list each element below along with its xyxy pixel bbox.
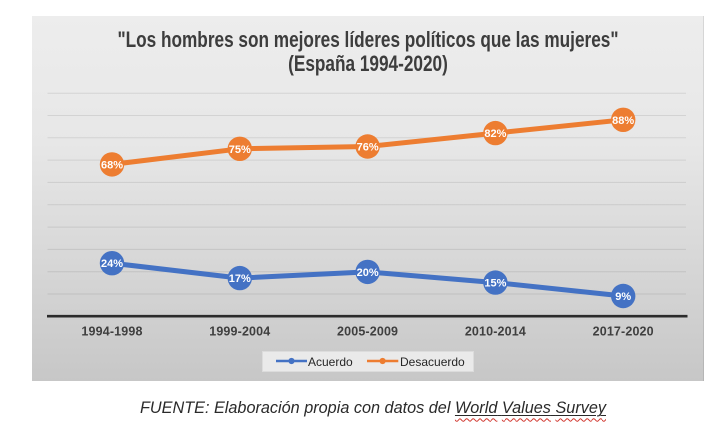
svg-text:75%: 75%	[229, 144, 251, 156]
svg-text:76%: 76%	[357, 142, 379, 154]
svg-text:17%: 17%	[229, 273, 251, 285]
svg-text:24%: 24%	[101, 258, 123, 270]
svg-text:82%: 82%	[484, 128, 506, 140]
svg-text:1994-1998: 1994-1998	[81, 325, 142, 339]
svg-text:88%: 88%	[612, 115, 634, 127]
svg-text:68%: 68%	[101, 159, 123, 171]
svg-text:9%: 9%	[615, 291, 631, 303]
svg-text:1999-2004: 1999-2004	[209, 325, 270, 339]
svg-text:15%: 15%	[484, 278, 506, 290]
svg-text:20%: 20%	[357, 267, 379, 279]
svg-text:2005-2009: 2005-2009	[337, 325, 398, 339]
svg-text:2010-2014: 2010-2014	[465, 325, 526, 339]
svg-text:2017-2020: 2017-2020	[593, 325, 654, 339]
